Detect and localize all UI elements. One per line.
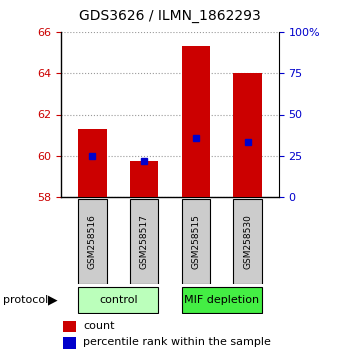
Text: GSM258515: GSM258515: [191, 214, 200, 269]
Text: MIF depletion: MIF depletion: [184, 295, 259, 305]
Bar: [234, 199, 262, 284]
Bar: [63, 321, 76, 332]
Text: GSM258516: GSM258516: [88, 214, 97, 269]
Bar: [130, 161, 158, 197]
Bar: [78, 199, 106, 284]
Bar: [78, 287, 158, 313]
Text: control: control: [99, 295, 137, 305]
Text: GSM258530: GSM258530: [243, 214, 252, 269]
Bar: [182, 46, 210, 197]
Text: ▶: ▶: [48, 293, 57, 307]
Bar: [182, 287, 262, 313]
Text: count: count: [83, 321, 114, 331]
Bar: [63, 337, 76, 349]
Text: protocol: protocol: [3, 295, 49, 305]
Bar: [78, 129, 106, 197]
Bar: [130, 199, 158, 284]
Text: GSM258517: GSM258517: [140, 214, 149, 269]
Bar: [182, 199, 210, 284]
Text: GDS3626 / ILMN_1862293: GDS3626 / ILMN_1862293: [79, 9, 261, 23]
Text: percentile rank within the sample: percentile rank within the sample: [83, 337, 271, 347]
Bar: [234, 73, 262, 197]
